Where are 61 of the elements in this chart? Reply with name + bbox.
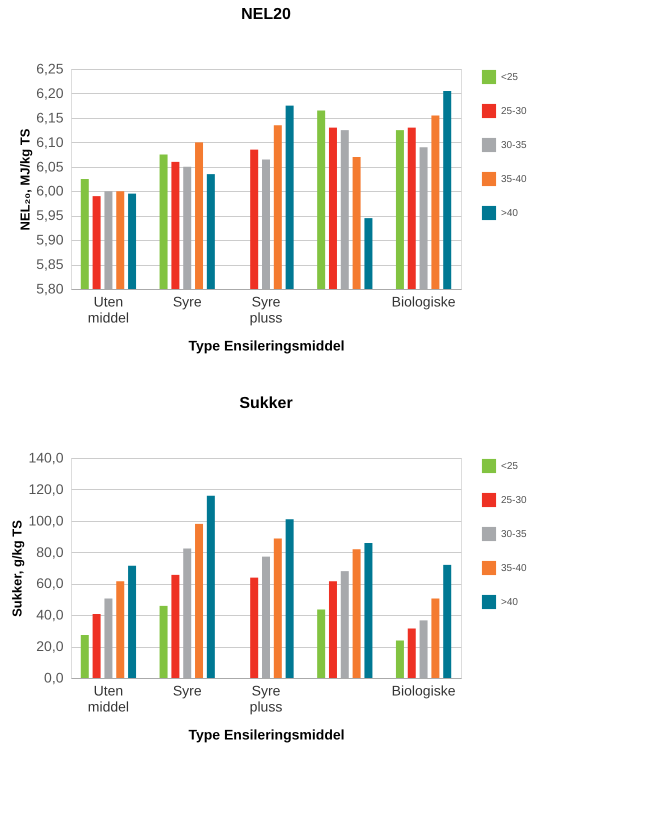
bar: [250, 578, 258, 678]
bar: [408, 628, 416, 678]
bar: [396, 640, 404, 678]
legend-label: <25: [501, 461, 518, 472]
x-tick-label: Uten middel: [88, 682, 130, 714]
x-axis-title: Type Ensileringsmiddel: [188, 726, 345, 742]
legend-label: 25-30: [501, 495, 528, 506]
bar: [116, 581, 124, 678]
x-axis-title: Type Ensileringsmiddel: [188, 338, 345, 354]
bar: [317, 609, 326, 678]
y-axis-title: Sukker, g/kg TS: [9, 520, 24, 617]
y-axis-title: NEL₂₀, MJ/kg TS: [17, 128, 32, 230]
bar: [431, 598, 440, 678]
bar: [171, 574, 180, 678]
y-tick-label: 40,0: [36, 606, 64, 623]
y-tick-label: 6,05: [36, 158, 64, 174]
chart-title: Sukker: [239, 395, 293, 412]
x-tick-label: Syre: [172, 682, 202, 698]
y-tick-label: 5,85: [36, 256, 64, 272]
bar: [80, 634, 89, 678]
y-tick-label: 6,25: [36, 60, 64, 76]
y-tick-label: 60,0: [36, 575, 64, 592]
bar: [160, 606, 168, 678]
bar: [352, 549, 361, 678]
bar: [128, 566, 136, 678]
bar: [364, 543, 372, 678]
y-tick-label: 5,90: [36, 232, 64, 248]
x-tick-label: Biologiske: [392, 682, 456, 698]
legend-label: 25-30: [501, 106, 528, 117]
y-tick-label: 100,0: [28, 512, 64, 528]
y-tick-label: 6,10: [36, 134, 64, 150]
x-tick-label: Biologiske: [392, 294, 456, 310]
bar: [286, 519, 294, 678]
y-tick-label: 5,95: [36, 207, 64, 224]
x-tick-label: Syre: [172, 294, 202, 310]
y-tick-label: 6,15: [36, 109, 64, 126]
legend-label: >40: [501, 597, 518, 608]
legend-label: 35-40: [501, 563, 528, 574]
bar: [328, 581, 337, 678]
legend-label: >40: [501, 208, 518, 219]
y-tick-label: 6,00: [36, 182, 64, 199]
y-tick-label: 0,0: [44, 670, 64, 686]
x-tick-label: Syre pluss: [250, 294, 282, 326]
bar: [92, 614, 101, 678]
legend-label: 35-40: [501, 174, 528, 185]
y-tick-label: 80,0: [36, 544, 64, 560]
y-tick-label: 140,0: [28, 450, 64, 466]
x-tick-label: Syre pluss: [250, 682, 282, 714]
bar: [206, 496, 215, 678]
y-tick-label: 5,80: [36, 280, 64, 296]
legend-label: 30-35: [501, 529, 528, 540]
bar: [274, 538, 282, 678]
y-tick-label: 20,0: [36, 638, 64, 654]
legend-label: 30-35: [501, 140, 528, 151]
y-tick-label: 6,20: [36, 84, 64, 101]
bar: [195, 524, 204, 678]
bar: [443, 564, 452, 678]
legend-label: <25: [501, 72, 518, 83]
chart-title: NEL20: [241, 6, 291, 23]
y-tick-label: 120,0: [28, 480, 64, 497]
x-tick-label: Uten middel: [88, 294, 130, 326]
